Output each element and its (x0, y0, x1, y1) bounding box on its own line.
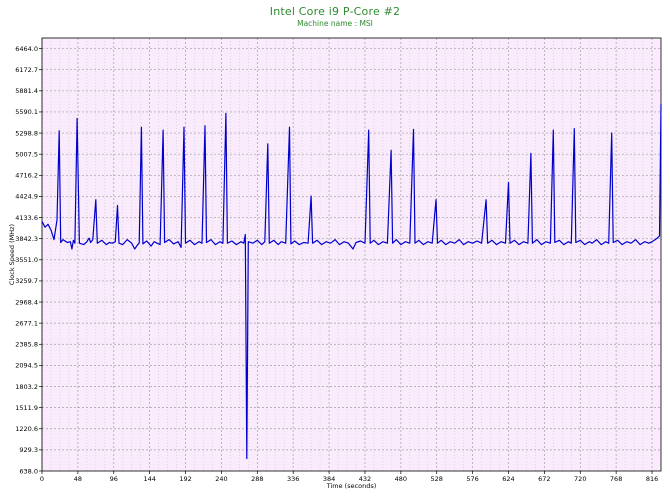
x-tick-label: 384 (323, 475, 335, 483)
x-tick-label: 672 (538, 475, 550, 483)
y-tick-label: 5881.4 (15, 87, 38, 95)
y-tick-label: 5007.5 (15, 150, 38, 158)
x-tick-label: 480 (395, 475, 407, 483)
x-tick-label: 528 (431, 475, 443, 483)
y-tick-label: 3842.3 (15, 235, 38, 243)
x-tick-label: 96 (110, 475, 118, 483)
x-tick-label: 336 (287, 475, 299, 483)
y-tick-label: 2094.5 (15, 362, 38, 370)
y-tick-label: 4716.2 (15, 172, 38, 180)
x-tick-label: 192 (179, 475, 191, 483)
x-tick-label: 576 (466, 475, 478, 483)
y-tick-label: 1220.6 (15, 425, 38, 433)
y-tick-label: 4424.9 (15, 193, 38, 201)
plot-area (42, 38, 661, 471)
series-line (41, 103, 662, 460)
y-tick-label: 4133.6 (15, 214, 38, 222)
x-tick-label: 240 (215, 475, 227, 483)
plot-frame (41, 37, 662, 472)
y-tick-label: 5590.1 (15, 108, 38, 116)
y-tick-label: 2677.1 (15, 319, 38, 327)
chart-title: Intel Core i9 P-Core #2 (269, 5, 401, 18)
x-tick-label: 624 (502, 475, 514, 483)
x-tick-label: 48 (74, 475, 82, 483)
y-axis-label: Clock Speed (MHz) (8, 224, 16, 285)
x-tick-label: 288 (251, 475, 263, 483)
x-axis-label: Time (seconds) (326, 482, 377, 490)
y-tick-label: 1511.9 (15, 404, 38, 412)
y-tick-label: 6172.7 (15, 66, 38, 74)
y-tick-label: 638.0 (19, 467, 38, 475)
y-tick-label: 3259.7 (15, 277, 38, 285)
y-tick-label: 2385.8 (15, 341, 38, 349)
x-tick-label: 816 (646, 475, 658, 483)
chart-subtitle: Machine name : MSI (297, 19, 373, 28)
x-tick-label: 144 (143, 475, 155, 483)
y-tick-label: 929.3 (19, 446, 38, 454)
x-tick-label: 0 (40, 475, 44, 483)
y-tick-label: 6464.0 (15, 45, 38, 53)
y-tick-label: 2968.4 (15, 298, 38, 306)
y-tick-label: 5298.8 (15, 129, 38, 137)
y-tick-label: 1803.2 (15, 383, 38, 391)
y-tick-label: 3551.0 (15, 256, 38, 264)
x-tick-label: 432 (359, 475, 371, 483)
x-tick-label: 720 (574, 475, 586, 483)
x-tick-label: 768 (610, 475, 622, 483)
